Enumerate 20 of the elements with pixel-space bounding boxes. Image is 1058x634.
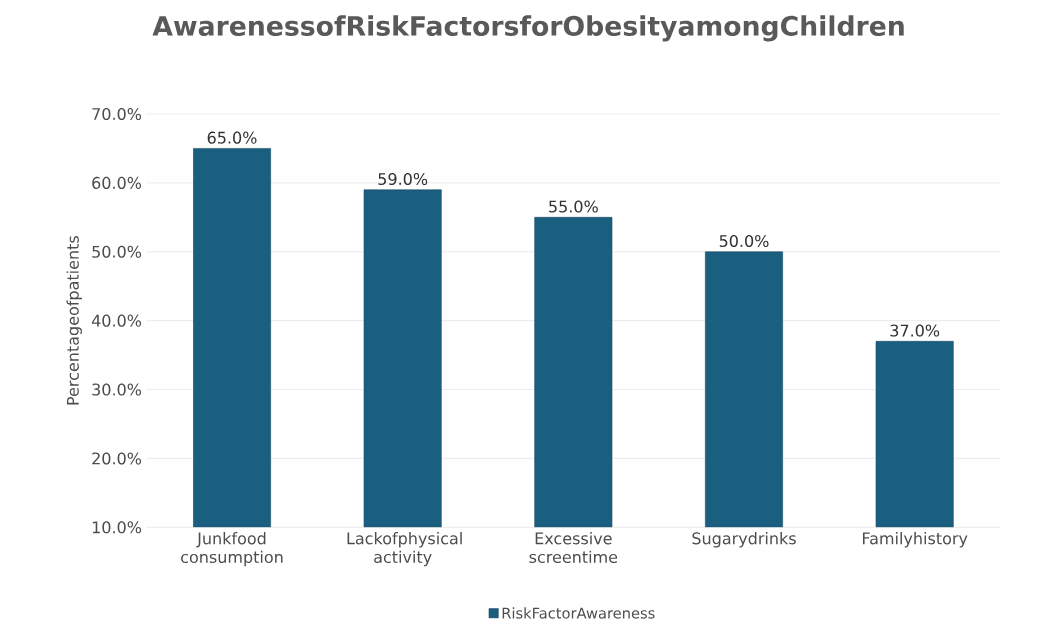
legend-label: RiskFactorAwareness [502, 607, 655, 619]
y-tick-label: 30.0% [92, 383, 142, 396]
y-tick-label: 40.0% [91, 314, 142, 327]
x-tick-label: Sugarydrinks [692, 532, 796, 548]
y-tick-label: 20.0% [92, 452, 142, 465]
data-label: 65.0% [207, 131, 257, 144]
y-tick-label: 50.0% [92, 245, 142, 258]
y-axis-title: Percentageofpatients [66, 236, 82, 405]
y-tick-label: 70.0% [92, 107, 142, 121]
x-tick-label: Familyhistory [862, 532, 968, 548]
x-tick-label: Excessive screentime [529, 532, 618, 564]
x-tick-label: Junkfood consumption [181, 532, 283, 567]
y-tick-label: 60.0% [92, 176, 142, 189]
data-label: 59.0% [378, 172, 428, 186]
data-label: 55.0% [549, 200, 598, 213]
x-tick-label: Lackofphysical activity [347, 532, 462, 567]
data-label: 50.0% [719, 234, 769, 248]
chart-title: AwarenessofRiskFactorsforObesityamongChildren [152, 15, 904, 42]
y-tick-label: 10.0% [92, 521, 142, 534]
data-label: 37.0% [890, 324, 940, 337]
